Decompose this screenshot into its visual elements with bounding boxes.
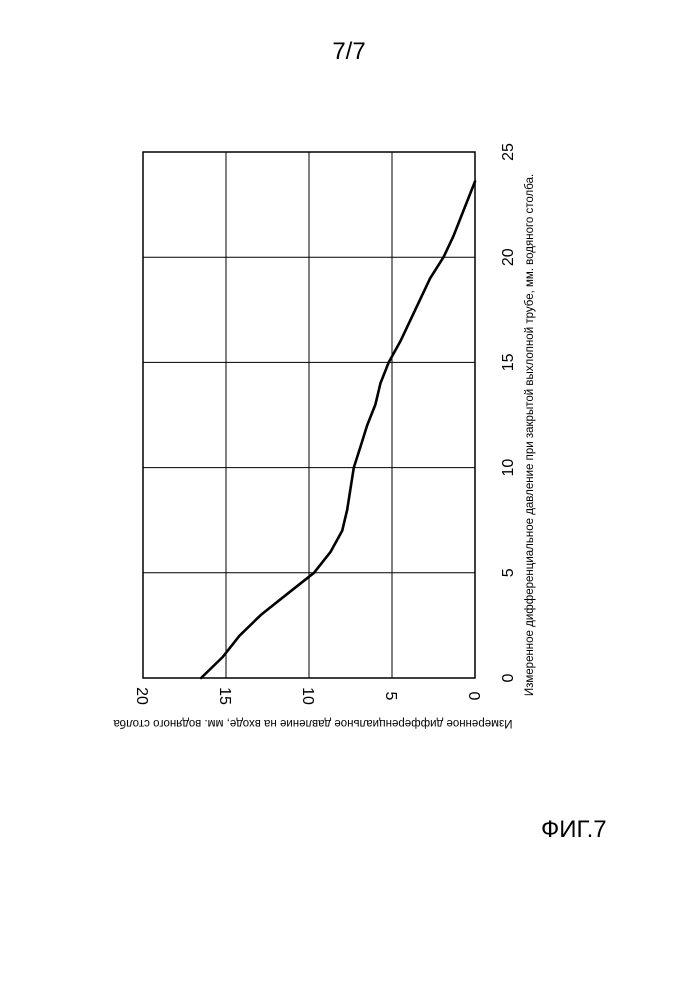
- series-line-group: [201, 182, 475, 679]
- x-tick-label: 0: [500, 673, 517, 682]
- x-tick-label: 20: [500, 248, 517, 266]
- x-tick-label: 10: [500, 459, 517, 477]
- y-tick-label: 5: [382, 692, 399, 701]
- grid: [143, 152, 475, 678]
- tick-labels: 0 5 10 15 20 25 0 5 10 15 20: [133, 143, 517, 705]
- y-axis-label: Измеренное дифференциальное давление на …: [113, 717, 513, 729]
- series-line: [201, 182, 475, 679]
- x-tick-label: 25: [500, 143, 517, 161]
- figure-label: ФИГ.7: [541, 816, 607, 844]
- x-axis-label: Измеренное дифференциальное давление при…: [524, 174, 536, 696]
- y-tick-label: 10: [299, 687, 316, 705]
- x-tick-label: 15: [500, 353, 517, 371]
- y-tick-label: 20: [133, 687, 150, 705]
- x-tick-label: 5: [500, 568, 517, 577]
- y-tick-label: 0: [465, 692, 482, 701]
- y-tick-label: 15: [216, 687, 233, 705]
